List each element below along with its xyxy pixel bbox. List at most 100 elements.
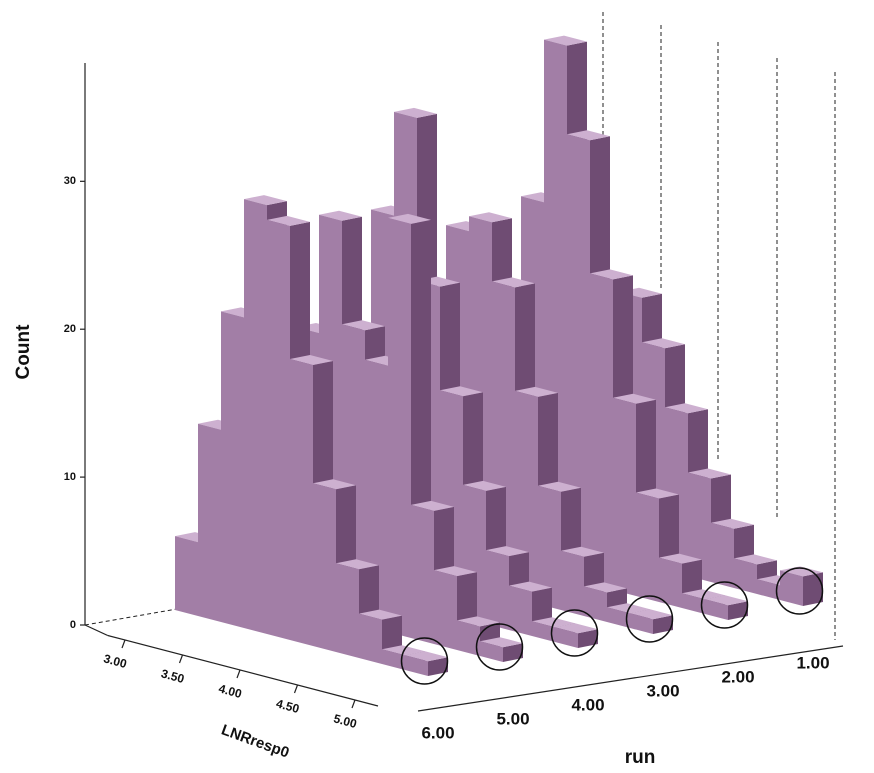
x-axis-title: LNRresp0	[219, 721, 291, 761]
bar-top	[780, 566, 823, 577]
bar-front	[584, 586, 607, 622]
bar-front	[457, 620, 480, 656]
bar-top	[561, 546, 604, 557]
bar-front	[780, 570, 803, 606]
y-tick-label: 30	[64, 175, 76, 187]
bar-front	[267, 219, 290, 640]
bar-top	[711, 518, 754, 529]
bar-top	[590, 269, 633, 280]
bar-front	[555, 627, 578, 648]
bar-top	[486, 546, 529, 557]
bar-top	[584, 582, 627, 593]
bar-top	[463, 480, 506, 491]
bar-front	[244, 199, 267, 634]
z-tick-label: 5.00	[496, 709, 529, 728]
bar	[705, 595, 748, 620]
bar-top	[405, 651, 448, 662]
x-tick	[351, 699, 356, 709]
bar-top	[394, 107, 437, 118]
bar-front	[382, 649, 405, 670]
bar-side	[653, 615, 673, 634]
bar-top	[705, 595, 748, 606]
bar-top	[313, 479, 356, 490]
bar	[555, 623, 598, 648]
z-axis	[417, 645, 844, 712]
bar-side	[503, 643, 523, 662]
bar-front	[757, 579, 780, 600]
bar-top	[480, 637, 523, 648]
bar-front	[532, 621, 555, 642]
bar-top	[359, 609, 402, 620]
bar	[780, 566, 823, 606]
z-tick-label: 4.00	[571, 695, 604, 714]
bar-front	[388, 217, 411, 638]
bar-top	[734, 554, 777, 565]
bar-top	[411, 500, 454, 511]
bar-top	[630, 609, 673, 620]
bar-top	[555, 623, 598, 634]
bar-top	[515, 386, 558, 397]
bar-front	[411, 504, 434, 644]
bar-top	[665, 403, 708, 414]
x-tick-label: 4.50	[275, 696, 301, 716]
bar-front	[198, 423, 221, 622]
bar-top	[469, 212, 512, 223]
bar-front	[486, 550, 509, 630]
bar-front	[336, 563, 359, 658]
z-tick-label: 6.00	[421, 723, 454, 742]
bar-front	[711, 522, 734, 588]
bar-front	[221, 311, 244, 628]
bar-side	[728, 601, 748, 620]
bar-top	[509, 581, 552, 592]
bar-top	[457, 616, 500, 627]
bar-top	[440, 386, 483, 397]
bar-front	[613, 397, 636, 596]
bar	[405, 651, 448, 676]
bar-front	[659, 557, 682, 608]
bar-side	[428, 657, 448, 676]
annotation-circle	[400, 637, 449, 685]
bar	[630, 609, 673, 634]
x-tick-label: 5.00	[332, 711, 358, 731]
bar-top	[342, 320, 385, 331]
z-axis-title: run	[625, 747, 656, 768]
x-tick-label: 3.50	[160, 666, 186, 686]
bar-top	[688, 468, 731, 479]
annotation-circle	[700, 581, 749, 629]
z-tick-label: 1.00	[796, 653, 829, 672]
bar-front	[705, 599, 728, 620]
bar-top	[434, 566, 477, 577]
bar-side	[803, 572, 823, 606]
x-tick	[121, 639, 126, 649]
x-axis	[107, 634, 379, 707]
x-tick-label: 3.00	[102, 651, 128, 671]
y-tick-label: 10	[64, 471, 76, 483]
bar-front	[538, 485, 561, 610]
bar-top	[567, 130, 610, 141]
bar-front	[313, 483, 336, 652]
bar-top	[642, 338, 685, 349]
x-axis	[84, 624, 109, 637]
annotation-circle	[775, 567, 824, 615]
bar-front	[590, 273, 613, 590]
x-tick	[236, 669, 241, 679]
bar-front	[434, 570, 457, 650]
bar-top	[492, 277, 535, 288]
bar-front	[405, 655, 428, 676]
bar-front	[509, 585, 532, 636]
bar	[480, 637, 523, 662]
bar-top	[388, 213, 431, 224]
bar-front	[636, 492, 659, 602]
bar-front	[480, 641, 503, 662]
bar-top	[290, 355, 333, 365]
bar-front	[359, 613, 382, 664]
y-axis-title: Count	[13, 324, 34, 380]
bar-top	[336, 559, 379, 570]
y-tick-label: 20	[64, 323, 76, 335]
x-tick	[178, 654, 184, 664]
annotation-circle	[625, 595, 674, 643]
bar-top	[544, 35, 587, 46]
bar-front	[688, 472, 711, 582]
x-tick-label: 4.00	[217, 681, 243, 701]
